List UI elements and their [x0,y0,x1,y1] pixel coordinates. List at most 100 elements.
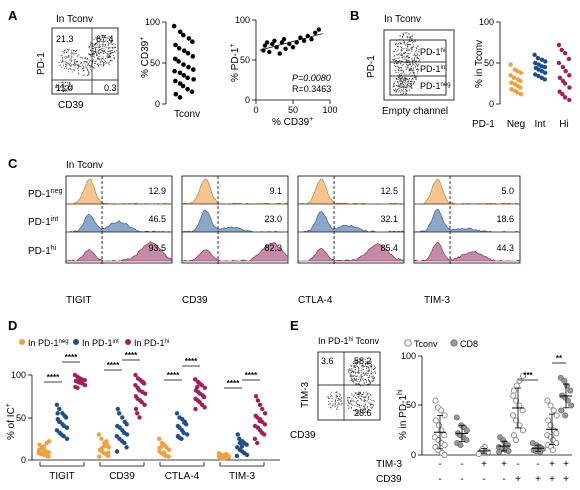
facs-event [66,63,68,65]
facs-event [409,33,411,35]
facs-event [102,45,104,47]
d-point [185,432,190,437]
facs-event [407,42,409,44]
facs-event [397,77,399,79]
facs-event [62,61,64,63]
d-point [99,436,104,441]
facs-event [403,48,405,50]
facs-event [95,50,96,52]
facs-event [355,380,357,382]
facs-event [62,59,64,61]
e-point-tconv [475,450,482,458]
facs-event [65,66,67,67]
facs-event [97,64,99,66]
facs-event [359,376,361,378]
facs-event [360,398,362,400]
facs-event [413,54,415,56]
facs-event [69,85,71,87]
facs-event [404,86,405,88]
panel-label-e: E [290,318,299,333]
d-point [124,432,130,437]
d-point [117,411,122,416]
facs-event [370,373,372,375]
facs-event [89,66,91,68]
facs-event [409,78,410,79]
d-point [75,385,80,390]
b-dot-point [532,52,537,57]
facs-event [410,36,412,38]
facs-event [83,68,84,70]
facs-event [373,400,375,402]
facs-event [106,37,108,38]
facs-event [367,372,369,374]
facs-event [72,63,74,65]
facs-event [78,64,80,66]
d-point [46,439,52,444]
facs-event [111,50,113,51]
facs-event [407,45,409,47]
d-point [106,453,111,458]
facs-event [68,71,70,73]
facs-event [362,378,364,380]
facs-event [409,37,411,38]
facs-event [81,64,83,66]
facs-event [367,398,369,400]
facs-event [365,411,367,413]
a-quad-lr: 0.3 [104,83,117,93]
facs-event [329,403,331,405]
facs-event [411,41,413,43]
facs-event [351,407,353,408]
a-quad-ur: 67.4 [96,34,114,44]
facs-event [371,365,373,367]
facs-event [70,86,72,87]
facs-event [355,402,357,404]
facs-event [108,50,110,52]
facs-event [398,91,400,93]
facs-event [87,68,88,70]
facs-event [395,60,397,61]
a-dot-point [190,39,195,44]
facs-event [105,63,107,64]
facs-event [402,70,404,72]
facs-event [352,404,354,406]
facs-event [336,395,338,396]
a-corr-point [309,37,314,42]
facs-event [348,371,349,373]
facs-event [60,82,62,84]
facs-event [393,65,395,66]
facs-event [402,86,404,88]
d-point [226,453,231,458]
facs-event [393,82,395,84]
facs-event [68,68,70,70]
d-ytick-100: 100 [11,370,26,380]
facs-event [366,407,368,409]
facs-event [358,370,359,372]
facs-event [401,90,403,92]
facs-event [395,44,397,46]
facs-event [100,49,101,51]
c-row-neg: PD-1neg [28,188,63,200]
d-point [143,391,148,396]
facs-event [396,60,397,61]
facs-event [362,372,364,374]
facs-event [395,72,397,73]
facs-event [82,70,84,72]
a-corr-point [313,30,318,35]
facs-event [362,385,364,386]
b-dot-point [539,57,545,62]
facs-event [110,59,111,61]
facs-event [68,55,70,57]
facs-event [65,63,66,65]
c-histogram-value: 9.1 [269,186,282,196]
a-corr-point [272,38,277,43]
e-row1-sign: + [481,459,487,470]
facs-event [355,397,357,399]
facs-event [405,63,407,65]
c-histogram-value: 82.3 [264,243,282,253]
facs-event [102,35,103,37]
facs-event [92,43,94,45]
facs-event [101,57,103,59]
facs-event [330,407,332,409]
a-dot-point [176,45,182,51]
facs-event [396,54,398,56]
